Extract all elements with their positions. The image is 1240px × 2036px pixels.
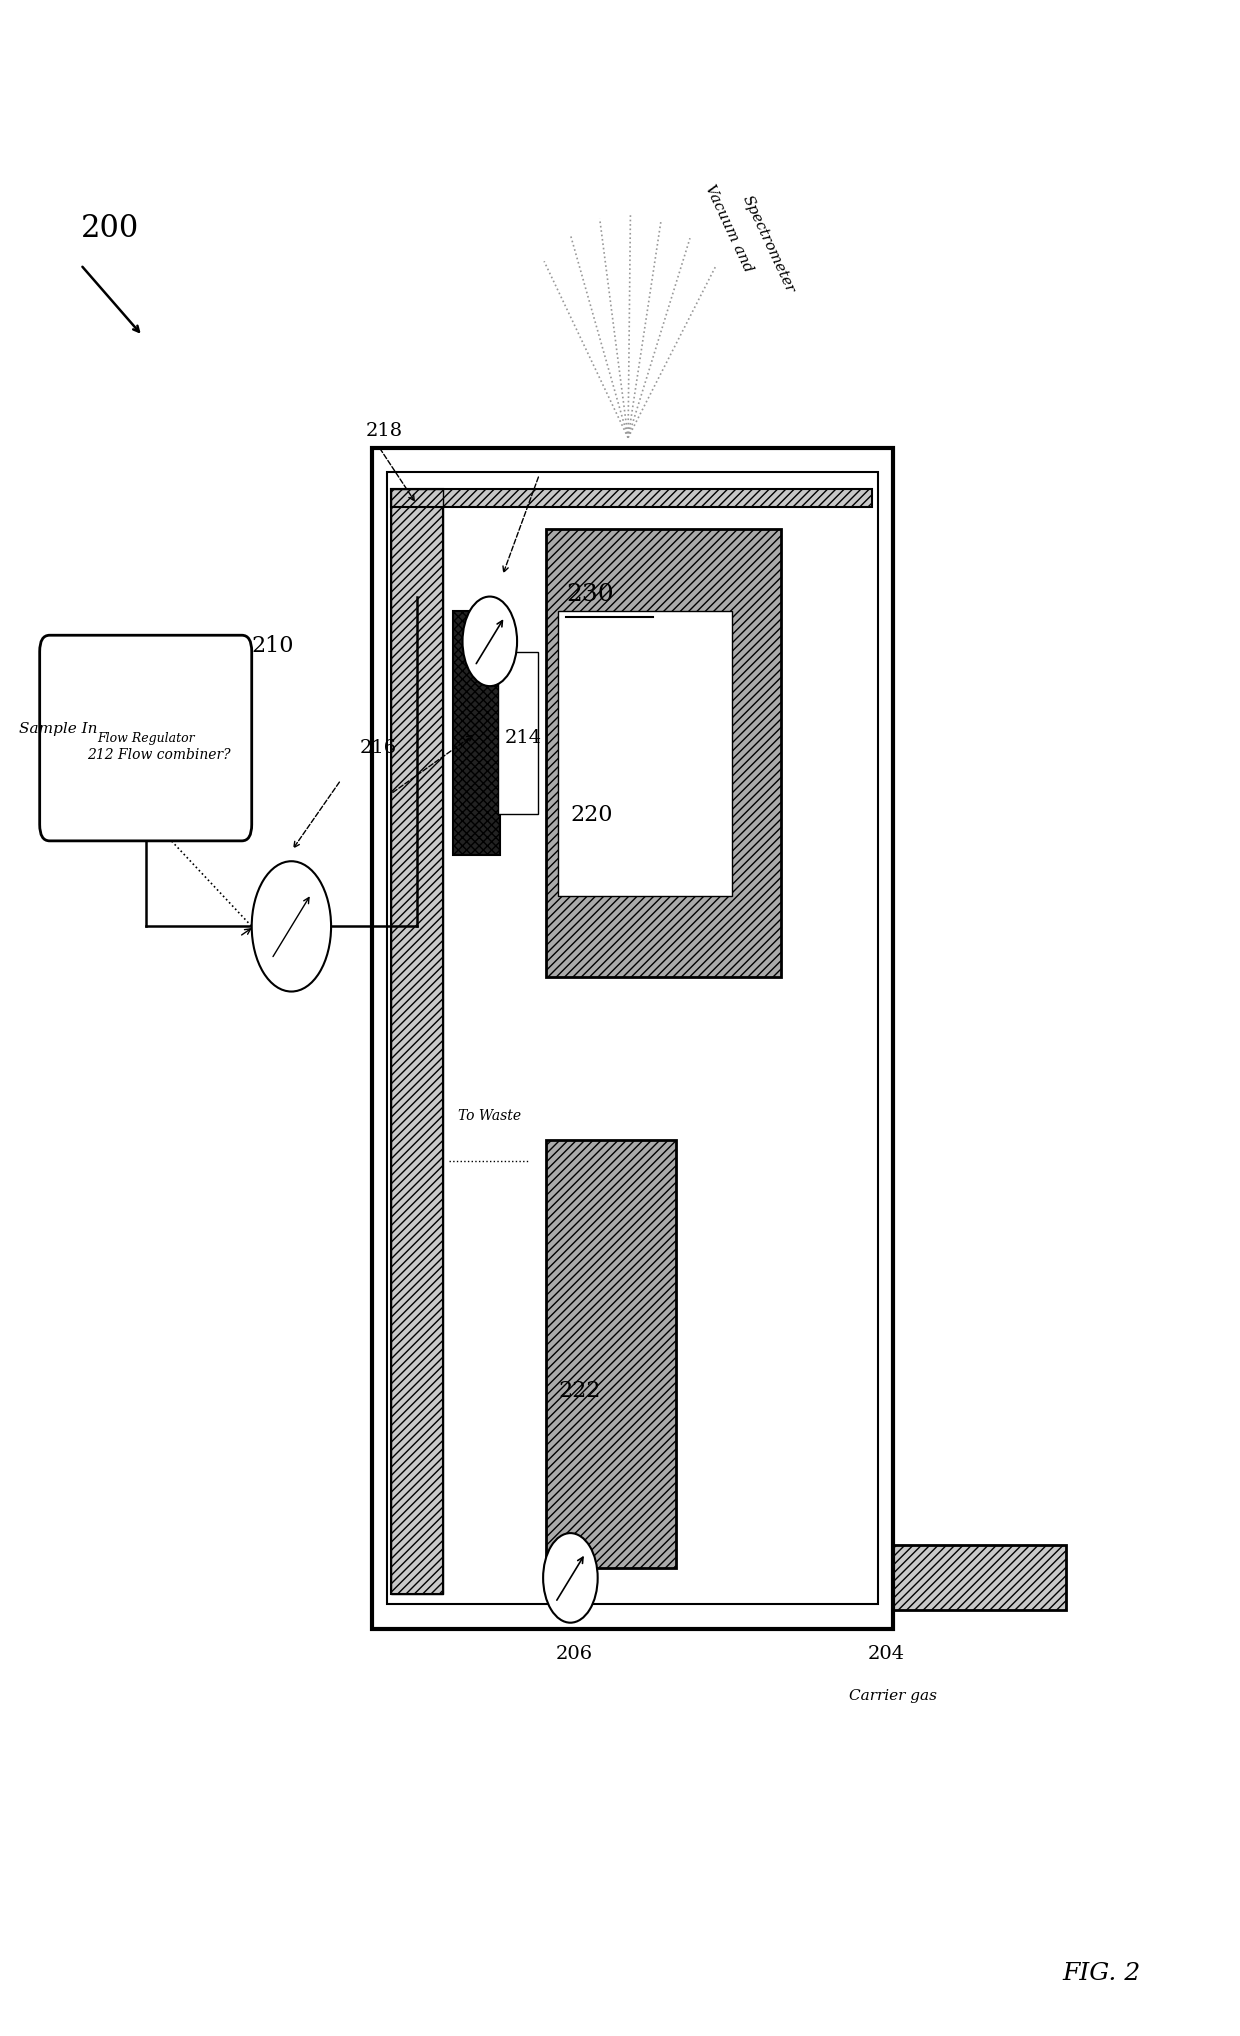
Text: 218: 218 [366,421,403,440]
Bar [57,664,234,812]
Text: 220: 220 [570,804,613,825]
Text: 200: 200 [81,214,139,244]
Text: 210: 210 [252,635,294,656]
Text: 206: 206 [556,1645,593,1663]
Bar [372,448,893,1629]
Text: 212 Flow combiner?: 212 Flow combiner? [87,749,231,761]
Bar [391,489,872,507]
Text: 214: 214 [505,729,542,747]
Bar [453,611,500,855]
Text: Sample In: Sample In [19,723,97,735]
Bar [391,489,443,1594]
Bar [372,1545,1066,1610]
Bar [498,652,538,814]
Bar [546,529,781,977]
FancyBboxPatch shape [40,635,252,841]
Text: 222: 222 [558,1380,600,1401]
Text: Vacuum and: Vacuum and [702,183,755,275]
Bar [387,472,878,1604]
Text: 204: 204 [868,1645,905,1663]
Text: Flow Regulator: Flow Regulator [97,731,195,745]
Text: Spectrometer: Spectrometer [739,193,797,295]
Bar [391,489,443,1594]
Bar [546,1140,676,1568]
Circle shape [252,861,331,992]
Text: To Waste: To Waste [458,1110,521,1122]
Text: 216: 216 [360,739,397,757]
Text: 230: 230 [565,582,614,605]
Circle shape [463,597,517,686]
Text: FIG. 2: FIG. 2 [1063,1963,1141,1985]
Circle shape [543,1533,598,1623]
Bar [558,611,732,896]
Text: Carrier gas: Carrier gas [849,1690,937,1702]
